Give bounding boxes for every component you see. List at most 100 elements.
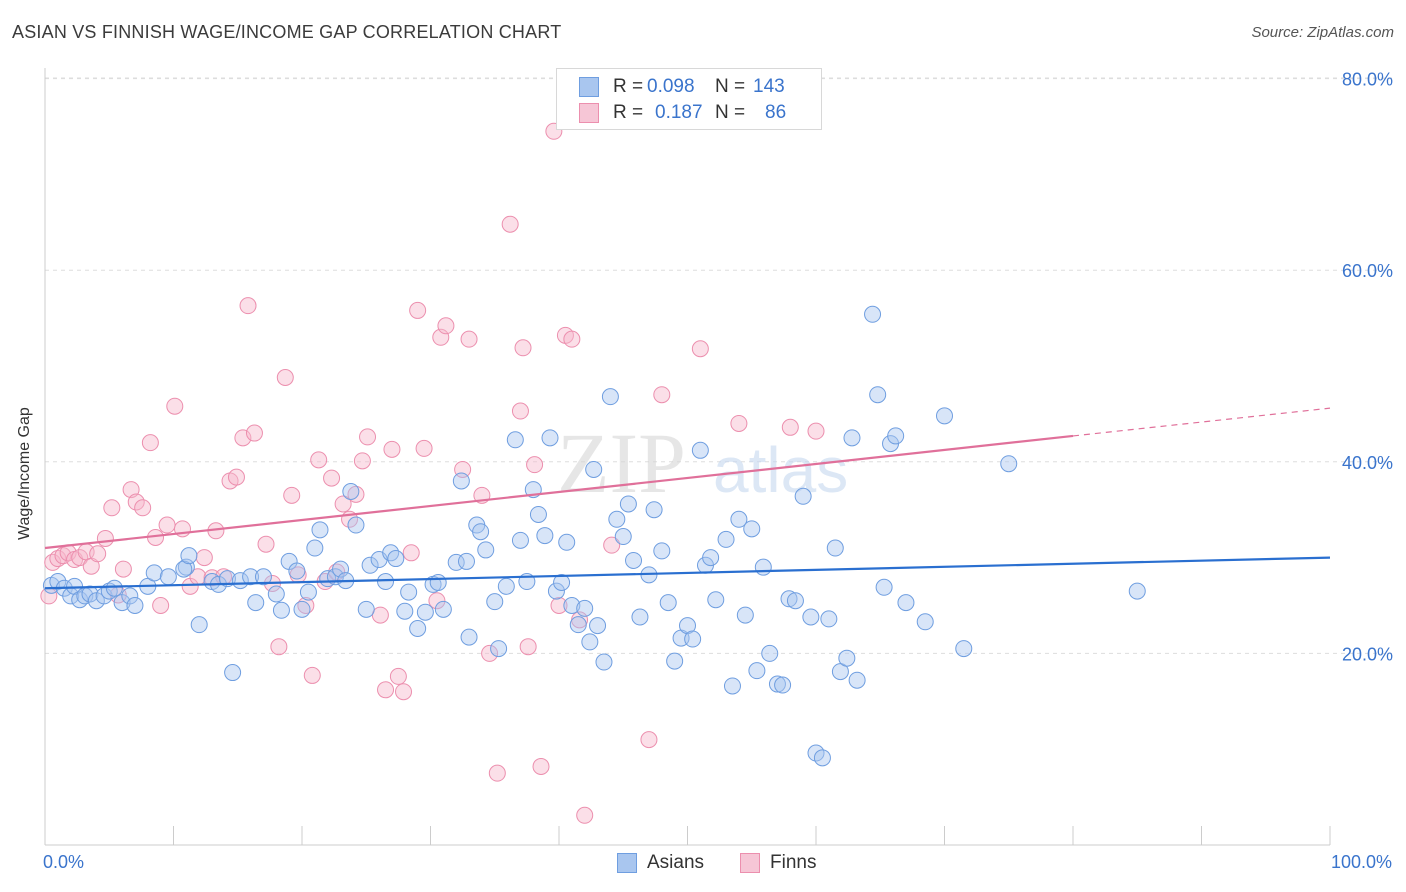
finns-point — [437, 317, 455, 335]
finns-point — [576, 806, 594, 824]
asians-point — [743, 520, 761, 538]
asians-point — [589, 617, 607, 635]
asians-point — [802, 608, 820, 626]
asians-point — [145, 564, 163, 582]
stats-legend: R = 0.098 N = 143 R = 0.187 N = 86 — [556, 68, 822, 130]
finns-point — [158, 516, 176, 534]
finns-points — [40, 122, 825, 824]
finns-point — [481, 644, 499, 662]
asians-point — [813, 749, 831, 767]
asians-point — [175, 560, 193, 578]
finns-point — [103, 499, 121, 517]
finns-point — [303, 666, 321, 684]
asians-point — [820, 610, 838, 628]
finns-point — [514, 339, 532, 357]
watermark: ZIP atlas — [557, 415, 848, 511]
asians-point — [558, 533, 576, 551]
asians-point — [601, 388, 619, 406]
asians-point — [608, 510, 626, 528]
asians-legend-label: Asians — [647, 852, 705, 873]
asians-point — [761, 644, 779, 662]
finns-point — [257, 535, 275, 553]
asians-point — [707, 591, 725, 609]
finns-point — [781, 418, 799, 436]
legend-row-asians: R = 0.098 N = 143 — [579, 75, 785, 99]
asians-point — [387, 550, 405, 568]
y-tick-label: 40.0% — [1342, 453, 1393, 473]
legend-item-asians[interactable]: Asians — [617, 852, 704, 874]
finns-point — [428, 592, 446, 610]
trend-lines — [44, 407, 1331, 590]
asians-point — [342, 482, 360, 500]
finns-point — [807, 422, 825, 440]
asians-swatch — [579, 77, 599, 97]
y-tick-label: 60.0% — [1342, 261, 1393, 281]
finns-point — [501, 215, 519, 233]
asians-point — [81, 585, 99, 603]
asians-point — [684, 630, 702, 648]
finns-point — [283, 486, 301, 504]
asians-point — [569, 616, 587, 634]
asians-point — [267, 585, 285, 603]
asians-point — [631, 608, 649, 626]
asians-n-value: 143 — [753, 76, 785, 97]
finns-point — [383, 440, 401, 458]
finns-point — [691, 340, 709, 358]
x-max-label: 100.0% — [1330, 852, 1392, 872]
asians-point — [247, 594, 265, 612]
asians-point — [645, 501, 663, 519]
watermark-atlas: atlas — [713, 434, 848, 506]
asians-point — [702, 549, 720, 567]
asians-point — [121, 587, 139, 605]
finns-point — [603, 536, 621, 554]
asians-point — [653, 542, 671, 560]
asians-point — [159, 568, 177, 586]
asians-point — [180, 547, 198, 565]
finns-n-label: N = — [715, 102, 746, 123]
finns-point — [519, 638, 537, 656]
asians-point — [486, 593, 504, 611]
finns-point — [395, 683, 413, 701]
watermark-zip: ZIP — [557, 415, 686, 511]
finns-point — [402, 544, 420, 562]
asians-point — [736, 606, 754, 624]
finns-point — [488, 764, 506, 782]
finns-point — [141, 434, 159, 452]
asians-point — [490, 640, 508, 658]
asians-point — [547, 582, 565, 600]
asians-point — [679, 617, 696, 635]
asians-point — [299, 583, 317, 601]
finns-point — [526, 456, 544, 474]
finns-point — [239, 297, 257, 315]
asians-point — [794, 487, 812, 505]
finns-legend-swatch — [740, 853, 760, 873]
finns-point — [134, 499, 152, 517]
finns-point — [270, 638, 288, 656]
asians-point — [434, 600, 452, 618]
asians-point — [843, 429, 861, 447]
finns-point — [460, 330, 478, 348]
finns-point — [195, 549, 213, 567]
asians-point — [529, 505, 547, 523]
finns-point — [532, 757, 550, 775]
asians-point — [429, 574, 447, 592]
asians-point — [576, 599, 594, 617]
asians-point — [536, 527, 554, 545]
asians-point — [916, 613, 934, 631]
finns-point — [511, 402, 529, 420]
finns-point — [49, 550, 67, 568]
asians-point — [460, 628, 478, 646]
finns-point — [122, 481, 140, 499]
asians-point — [691, 441, 709, 459]
legend-item-finns[interactable]: Finns — [740, 852, 816, 874]
asians-point — [553, 574, 571, 592]
asians-point — [838, 649, 856, 667]
axes — [44, 68, 1331, 846]
finns-point — [323, 469, 341, 487]
asians-point — [619, 495, 637, 513]
y-tick-label: 20.0% — [1342, 644, 1393, 664]
y-axis-label: Wage/Income Gap — [16, 407, 33, 540]
asians-point — [563, 597, 581, 614]
finns-point — [227, 468, 245, 486]
